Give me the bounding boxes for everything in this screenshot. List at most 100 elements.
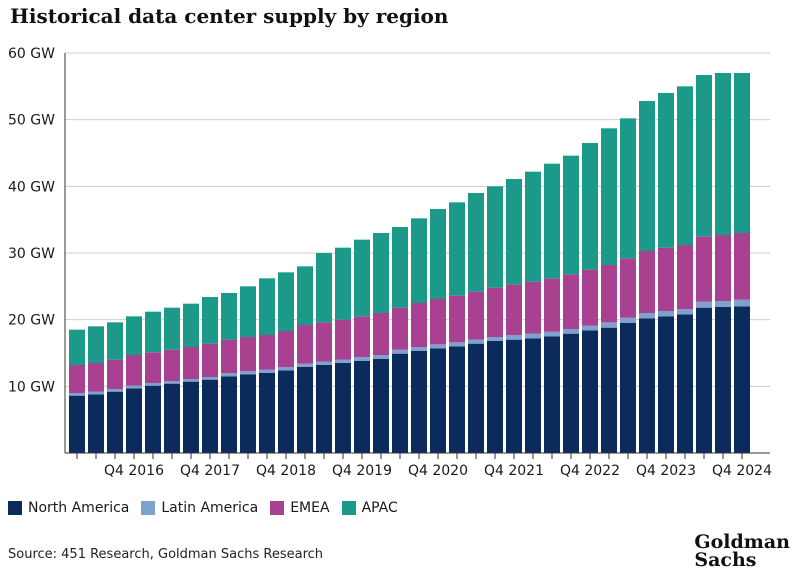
bar-segment-apac <box>373 233 389 313</box>
bar-segment-apac <box>525 171 541 282</box>
bar-segment-apac <box>658 93 674 248</box>
bar-segment-north-america <box>582 330 598 453</box>
bar-segment-north-america <box>639 318 655 453</box>
bar-segment-apac <box>487 186 503 288</box>
bar-segment-apac <box>297 266 313 325</box>
bar-segment-latin-america <box>69 393 85 396</box>
legend-label: APAC <box>361 500 398 516</box>
bar-segment-latin-america <box>525 333 541 339</box>
x-tick-label: Q4 2019 <box>332 463 392 479</box>
bar-segment-latin-america <box>734 299 750 307</box>
bar-segment-emea <box>506 284 522 335</box>
bar-segment-emea <box>563 274 579 329</box>
bar-segment-emea <box>145 352 161 383</box>
bar-segment-latin-america <box>126 385 142 389</box>
y-tick-label: 30 GW <box>8 246 55 262</box>
bar-segment-north-america <box>506 339 522 453</box>
bar-segment-latin-america <box>240 371 256 375</box>
bar-segment-latin-america <box>639 313 655 319</box>
y-axis-ticks: 10 GW 20 GW 30 GW 40 GW 50 GW 60 GW <box>8 46 55 395</box>
bar-segment-emea <box>449 295 465 343</box>
bar-segment-emea <box>658 247 674 311</box>
bar-segment-apac <box>506 179 522 285</box>
legend-item-latin-america: Latin America <box>141 500 258 516</box>
bar-segment-north-america <box>107 391 123 453</box>
bar-segment-latin-america <box>373 355 389 359</box>
bar-segment-emea <box>240 337 256 371</box>
bar-segment-latin-america <box>164 381 180 384</box>
bar-segment-north-america <box>620 323 636 453</box>
bar-segment-north-america <box>715 307 731 453</box>
bar-segment-emea <box>221 339 237 373</box>
bar-segment-apac <box>316 253 332 323</box>
bar-segment-apac <box>430 209 446 299</box>
bar-segment-north-america <box>411 351 427 453</box>
bar-segment-apac <box>677 86 693 245</box>
bar-segment-emea <box>88 363 104 392</box>
bar-segment-latin-america <box>696 301 712 308</box>
bar-segment-apac <box>392 227 408 308</box>
bar-segment-emea <box>164 349 180 381</box>
bar-segment-latin-america <box>335 359 351 363</box>
bar-segment-latin-america <box>677 309 693 315</box>
bar-segment-apac <box>278 272 294 331</box>
bar-segment-emea <box>715 235 731 301</box>
bar-segment-latin-america <box>563 329 579 334</box>
bar-segment-apac <box>601 128 617 265</box>
bar-segment-north-america <box>563 333 579 453</box>
bar-segment-emea <box>126 355 142 386</box>
legend-swatch <box>8 501 22 515</box>
bar-segment-latin-america <box>297 363 313 367</box>
bar-segment-emea <box>411 303 427 347</box>
bar-segment-north-america <box>734 306 750 453</box>
x-tick-label: Q4 2020 <box>408 463 468 479</box>
bar-segment-emea <box>601 265 617 323</box>
x-tick-label: Q4 2017 <box>180 463 240 479</box>
y-tick-label: 10 GW <box>8 379 55 395</box>
bar-segment-apac <box>240 286 256 337</box>
bar-segment-latin-america <box>107 389 123 392</box>
bar-segment-latin-america <box>487 337 503 341</box>
legend-swatch <box>141 501 156 515</box>
bar-segment-north-america <box>430 348 446 453</box>
bar-segment-emea <box>373 313 389 355</box>
bar-segment-north-america <box>601 327 617 453</box>
bar-segment-apac <box>563 155 579 275</box>
bar-segment-emea <box>69 365 85 393</box>
bar-segment-emea <box>107 359 123 389</box>
legend-item-emea: EMEA <box>270 500 330 516</box>
bar-segment-latin-america <box>145 383 161 386</box>
x-tick-label: Q4 2023 <box>636 463 696 479</box>
legend-swatch <box>341 501 356 515</box>
bar-segment-north-america <box>392 353 408 453</box>
logo-line-1: Goldman <box>694 531 790 553</box>
bar-segment-latin-america <box>354 357 370 361</box>
bar-segment-apac <box>468 193 484 292</box>
bar-segment-apac <box>69 329 85 365</box>
bar-segment-emea <box>297 325 313 364</box>
bar-segment-north-america <box>335 363 351 453</box>
legend-item-north-america: North America <box>8 500 129 516</box>
bar-segment-latin-america <box>582 325 598 331</box>
bar-segment-emea <box>354 316 370 357</box>
x-tick-label: Q4 2016 <box>104 463 164 479</box>
bar-segment-apac <box>620 118 636 259</box>
bar-segment-emea <box>487 287 503 337</box>
bar-segment-emea <box>335 319 351 360</box>
bar-segment-latin-america <box>544 331 560 337</box>
bar-segment-apac <box>164 307 180 350</box>
bar-segment-apac <box>734 73 750 233</box>
bar-segment-emea <box>734 233 750 300</box>
bar-segment-emea <box>544 278 560 332</box>
bar-segment-latin-america <box>88 391 104 395</box>
x-axis: Q4 2016 Q4 2017 Q4 2018 Q4 2019 Q4 2020 Q4 20… <box>64 53 772 479</box>
bar-segment-north-america <box>297 367 313 453</box>
legend-label: Latin America <box>161 500 259 516</box>
bar-segment-north-america <box>354 361 370 453</box>
bar-segment-emea <box>525 281 541 334</box>
bar-segment-latin-america <box>430 344 446 349</box>
bar-segment-north-america <box>69 395 85 453</box>
bar-segment-apac <box>126 316 142 355</box>
bar-segment-north-america <box>88 394 104 453</box>
bar-segment-apac <box>202 297 218 344</box>
